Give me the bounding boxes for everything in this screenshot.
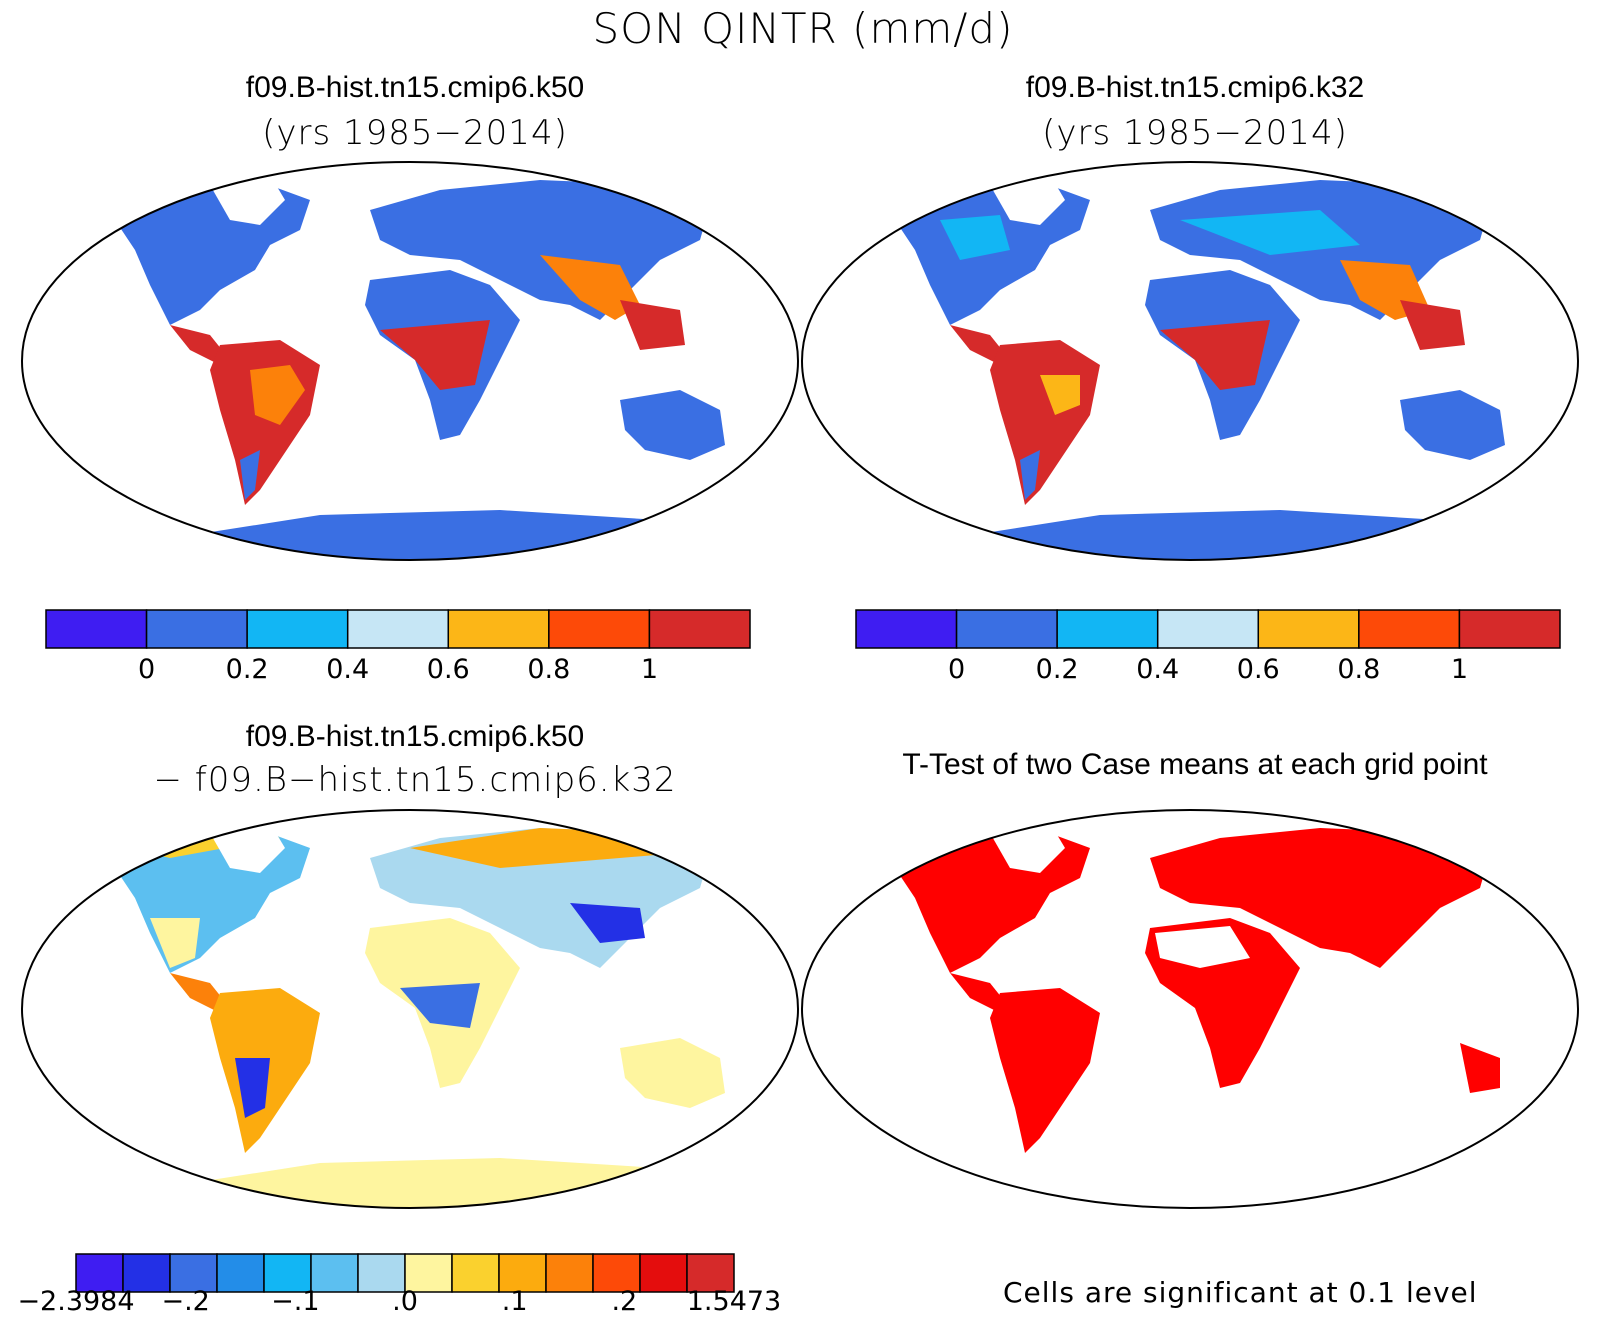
colorbar-swatch	[451, 1253, 500, 1293]
colorbar-swatch	[548, 609, 651, 649]
panel-k50-title: f09.B-hist.tn15.cmip6.k50	[245, 71, 585, 104]
map-k50	[21, 161, 799, 561]
colorbar-label: 1.5473	[686, 1286, 782, 1317]
colorbar-swatch	[122, 1253, 171, 1293]
colorbar-label: 1	[640, 654, 659, 685]
colorbar-swatch	[1458, 609, 1561, 649]
colorbar-swatch	[310, 1253, 359, 1293]
colorbar-label: −.1	[271, 1286, 320, 1317]
colorbar-swatch	[648, 609, 751, 649]
south-america	[990, 340, 1100, 505]
panel-k50-subtitle: (yrs 1985−2014)	[262, 113, 568, 153]
colorbar-label: 0.2	[225, 654, 269, 685]
colorbar-swatch	[639, 1253, 688, 1293]
colorbar-label: 0.6	[426, 654, 470, 685]
colorbar-swatch	[246, 609, 349, 649]
map-k32	[801, 161, 1579, 561]
colorbar-label: .0	[392, 1286, 418, 1317]
panel-diff-subtitle: − f09.B−hist.tn15.cmip6.k32	[153, 760, 677, 800]
colorbar-label: 1	[1450, 654, 1469, 685]
colorbar-swatch	[955, 609, 1058, 649]
colorbar-label: 0.4	[326, 654, 370, 685]
colorbar-label: 0.6	[1236, 654, 1280, 685]
colorbar-swatch	[1257, 609, 1360, 649]
colorbar-swatch	[855, 609, 958, 649]
colorbar-label: 0	[137, 654, 156, 685]
colorbar-label: −2.3984	[17, 1286, 135, 1317]
panel-k32-title: f09.B-hist.tn15.cmip6.k32	[1025, 71, 1365, 104]
australia	[620, 1038, 725, 1108]
colorbar-swatch	[263, 1253, 312, 1293]
south-america	[210, 340, 320, 505]
greenland	[990, 823, 1065, 873]
colorbar-label: 0.2	[1035, 654, 1079, 685]
eurasia	[1150, 828, 1490, 968]
colorbar-swatch	[357, 1253, 406, 1293]
panel-ttest-title: T-Test of two Case means at each grid po…	[902, 748, 1488, 781]
panel-diff-title: f09.B-hist.tn15.cmip6.k50	[245, 720, 585, 753]
central-america	[950, 325, 1010, 365]
central-america	[170, 325, 230, 365]
australia	[620, 390, 725, 460]
colorbar-label: 0.8	[1337, 654, 1381, 685]
colorbar-swatch	[686, 1253, 735, 1293]
map-diff	[21, 809, 799, 1209]
colorbar-swatch	[447, 609, 550, 649]
colorbar-diff	[75, 1253, 735, 1293]
significance-note: Cells are significant at 0.1 level	[1003, 1276, 1478, 1309]
central-america	[950, 973, 1010, 1013]
colorbar-swatch	[169, 1253, 218, 1293]
panel-k32-subtitle: (yrs 1985−2014)	[1042, 113, 1348, 153]
greenland	[990, 175, 1065, 225]
central-america	[170, 973, 230, 1013]
colorbar-swatch	[1358, 609, 1461, 649]
colorbar-swatch	[1056, 609, 1159, 649]
colorbar-k50	[45, 609, 751, 649]
colorbar-swatch	[75, 1253, 124, 1293]
main-title: SON QINTR (mm/d)	[592, 4, 1014, 53]
map-ttest	[801, 809, 1579, 1209]
colorbar-label: 0.8	[527, 654, 571, 685]
colorbar-label: .2	[611, 1286, 638, 1317]
colorbar-label: −.2	[161, 1286, 210, 1317]
south-america	[990, 988, 1100, 1153]
colorbar-swatch	[498, 1253, 547, 1293]
colorbar-swatch	[404, 1253, 453, 1293]
colorbar-swatch	[145, 609, 248, 649]
greenland	[210, 823, 285, 873]
colorbar-swatch	[45, 609, 148, 649]
colorbar-k32	[855, 609, 1561, 649]
colorbar-swatch	[346, 609, 450, 649]
colorbar-label: 0	[947, 654, 966, 685]
colorbar-label: 0.4	[1136, 654, 1180, 685]
colorbar-swatch	[1156, 609, 1260, 649]
colorbar-label: .1	[501, 1286, 528, 1317]
australia	[1400, 390, 1505, 460]
greenland	[210, 175, 285, 225]
